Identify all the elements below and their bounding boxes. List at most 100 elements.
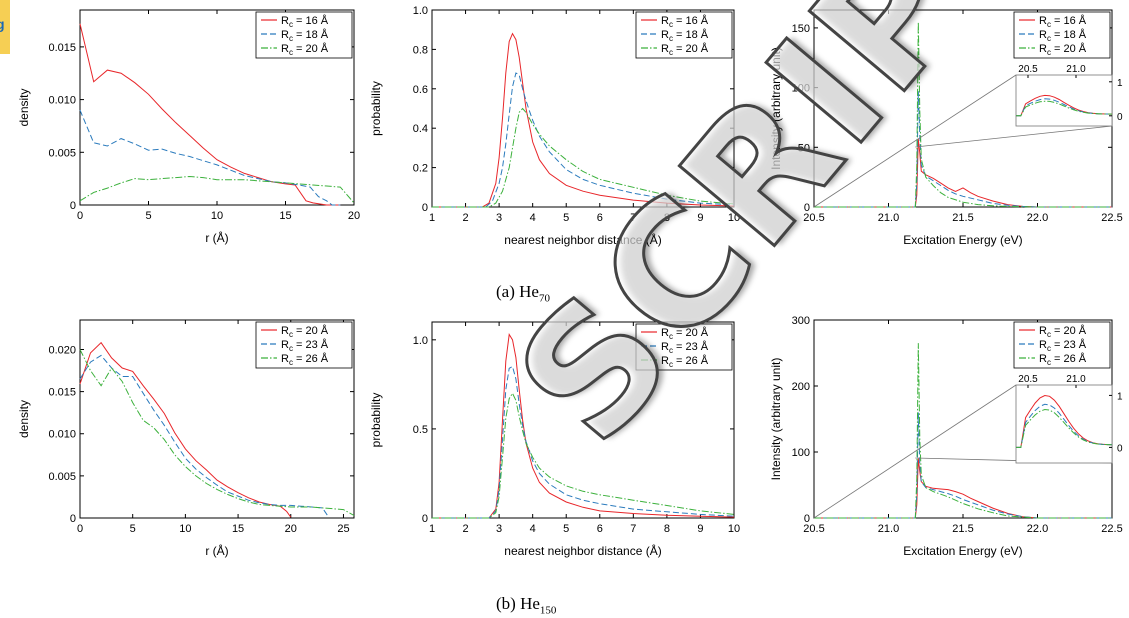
y-tick-label: 0.015 xyxy=(48,387,76,399)
y-axis-label: density xyxy=(17,400,31,438)
x-tick-label: 0 xyxy=(77,523,83,535)
inset-connector xyxy=(813,74,1017,208)
x-tick-label: 22.5 xyxy=(1101,212,1122,224)
legend-label-3: Rc = 26 Å xyxy=(281,352,329,367)
x-tick-label: 1 xyxy=(429,523,435,535)
inset-series-line-3 xyxy=(1016,408,1113,448)
inset-y-tick-label: 1 xyxy=(1117,391,1123,402)
x-tick-label: 10 xyxy=(728,523,740,535)
x-tick-label: 4 xyxy=(530,212,536,224)
x-tick-label: 20 xyxy=(285,523,297,535)
x-tick-label: 21.5 xyxy=(952,523,973,535)
series-line-3 xyxy=(79,349,355,516)
series-line-3 xyxy=(814,21,1112,208)
y-tick-label: 0.6 xyxy=(413,84,428,96)
x-tick-label: 15 xyxy=(232,523,244,535)
chart-a-spectrum: 20.5 21.0 21.5 22.0 22.5 0 50 100 150 Excitation … xyxy=(769,9,1123,247)
legend: Rc = 20 ÅRc = 23 ÅRc = 26 Å xyxy=(1013,321,1111,369)
x-axis-label: Excitation Energy (eV) xyxy=(903,544,1022,558)
chart-b-nn: 1 2 3 4 5 6 7 8 9 10 0 0.5 1.0 nearest neighbor dista… xyxy=(369,321,740,558)
x-tick-label: 8 xyxy=(664,523,670,535)
y-tick-label: 0.020 xyxy=(48,344,76,356)
series-line-1 xyxy=(432,32,735,208)
plot-frame xyxy=(431,9,735,208)
y-tick-label: 0 xyxy=(70,513,76,525)
plot-frame xyxy=(431,321,735,519)
x-axis-label: Excitation Energy (eV) xyxy=(903,233,1022,247)
plot-frame xyxy=(79,319,355,519)
y-axis-label: density xyxy=(17,88,31,126)
y-tick-label: 0 xyxy=(422,513,428,525)
legend-label-2: Rc = 23 Å xyxy=(1039,338,1087,353)
inset-y-tick-label: 0 xyxy=(1117,112,1123,123)
x-tick-label: 3 xyxy=(496,523,502,535)
legend-label-1: Rc = 20 Å xyxy=(1039,324,1087,339)
y-tick-label: 0.8 xyxy=(413,44,428,56)
x-tick-label: 6 xyxy=(597,523,603,535)
inset-frame xyxy=(1015,384,1113,464)
legend-label-2: Rc = 23 Å xyxy=(281,338,329,353)
legend-label-1: Rc = 20 Å xyxy=(281,324,329,339)
x-tick-label: 22.0 xyxy=(1027,523,1048,535)
y-tick-label: 0 xyxy=(804,513,810,525)
legend-label-2: Rc = 18 Å xyxy=(1039,28,1087,43)
series-line-2 xyxy=(79,109,341,206)
x-tick-label: 10 xyxy=(211,210,223,222)
logo: g xyxy=(0,0,10,54)
legend: Rc = 20 ÅRc = 23 ÅRc = 26 Å xyxy=(255,321,353,369)
legend-label-3: Rc = 20 Å xyxy=(281,42,329,57)
x-axis-label: r (Å) xyxy=(205,230,228,245)
inset-x-tick-label: 21.0 xyxy=(1066,374,1086,385)
caption-b: (b) He150 xyxy=(496,594,556,616)
series-line-1 xyxy=(814,458,1112,519)
x-tick-label: 21.0 xyxy=(878,212,899,224)
series-line-2 xyxy=(79,354,330,518)
inset-y-tick-label: 1 xyxy=(1117,78,1123,89)
inset-y-tick-label: 0 xyxy=(1117,443,1123,454)
series-line-3 xyxy=(432,107,735,208)
y-tick-label: 0 xyxy=(804,202,810,214)
inset: 20.5 21.0 1 0 xyxy=(813,374,1123,519)
legend: Rc = 16 ÅRc = 18 ÅRc = 20 Å xyxy=(635,11,733,59)
caption-b-label: (b) He xyxy=(496,594,540,613)
legend-label-3: Rc = 26 Å xyxy=(661,354,709,369)
y-tick-label: 0.005 xyxy=(48,471,76,483)
series-line-2 xyxy=(814,412,1112,519)
y-tick-label: 0 xyxy=(422,202,428,214)
x-tick-label: 10 xyxy=(728,212,740,224)
y-tick-label: 0.010 xyxy=(48,429,76,441)
y-tick-label: 0.2 xyxy=(413,163,428,175)
series-line-2 xyxy=(432,72,735,208)
x-tick-label: 7 xyxy=(630,212,636,224)
y-tick-label: 0.4 xyxy=(413,123,428,135)
y-tick-label: 200 xyxy=(792,381,810,393)
caption-a-label: (a) He xyxy=(496,282,539,301)
logo-mark: g xyxy=(0,16,5,32)
y-tick-label: 0 xyxy=(70,200,76,212)
x-tick-label: 5 xyxy=(563,212,569,224)
y-axis-label: Intensity (arbitrary unit) xyxy=(769,358,783,481)
series-line-2 xyxy=(814,91,1112,208)
inset-x-tick-label: 20.5 xyxy=(1018,374,1038,385)
series-line-1 xyxy=(79,341,292,518)
x-axis-label: nearest neighbor distance (Å) xyxy=(504,543,661,558)
series-line-1 xyxy=(79,23,341,206)
inset-series-line-2 xyxy=(1016,403,1113,448)
y-tick-label: 150 xyxy=(792,23,810,35)
legend-label-3: Rc = 20 Å xyxy=(1039,42,1087,57)
caption-a-subscript: 70 xyxy=(538,292,550,305)
x-tick-label: 0 xyxy=(77,210,83,222)
series-line-2 xyxy=(432,365,735,519)
x-tick-label: 1 xyxy=(429,212,435,224)
y-tick-label: 100 xyxy=(792,83,810,95)
inset-x-tick-label: 21.0 xyxy=(1066,64,1086,75)
chart-b-density: 0 5 10 15 20 25 0 0.005 0.010 0.015 0.020 r (Å) dens… xyxy=(17,319,355,558)
x-tick-label: 4 xyxy=(530,523,536,535)
x-tick-label: 5 xyxy=(130,523,136,535)
x-tick-label: 8 xyxy=(664,212,670,224)
inset-connector xyxy=(813,384,1017,519)
legend-label-1: Rc = 16 Å xyxy=(661,14,709,29)
inset-x-tick-label: 20.5 xyxy=(1018,64,1038,75)
legend: Rc = 16 ÅRc = 18 ÅRc = 20 Å xyxy=(255,11,353,59)
